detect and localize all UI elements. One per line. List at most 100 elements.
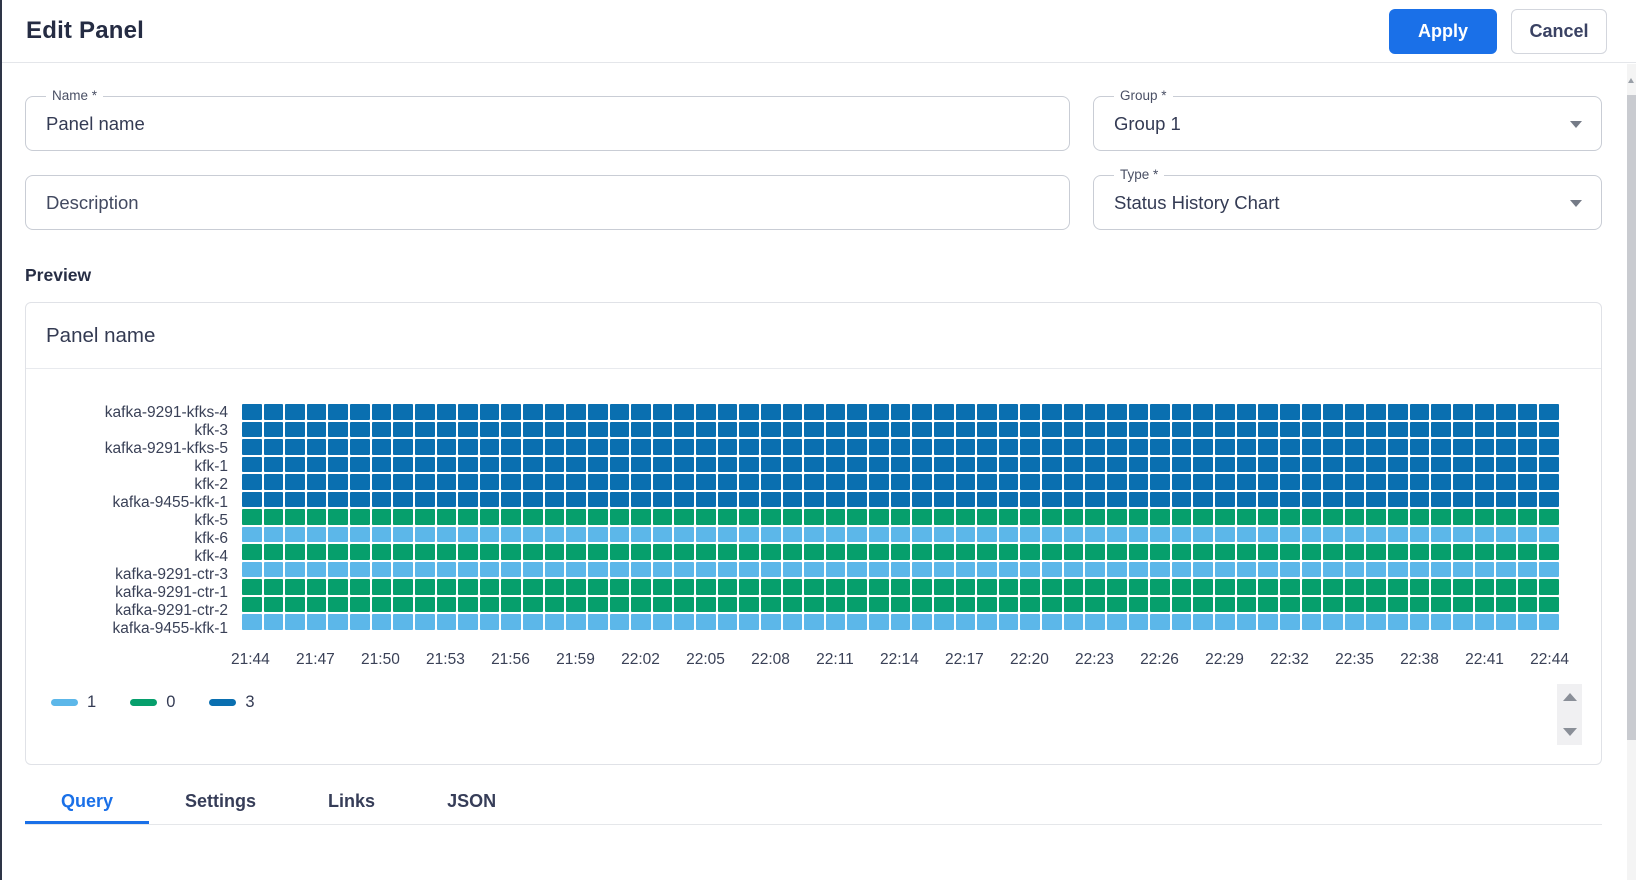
group-select[interactable]: Group * Group 1	[1093, 88, 1602, 151]
status-cell	[696, 544, 716, 560]
status-cell	[890, 474, 911, 490]
status-cell	[242, 404, 262, 420]
apply-button[interactable]: Apply	[1389, 8, 1497, 54]
scrollbar-up-icon[interactable]	[1628, 78, 1634, 83]
status-cell	[501, 509, 522, 525]
page-scrollbar[interactable]	[1627, 64, 1636, 880]
status-cell	[847, 614, 868, 630]
tab-settings[interactable]: Settings	[185, 791, 257, 811]
status-cell	[1496, 421, 1516, 438]
status-cell	[1215, 561, 1235, 578]
status-cell	[501, 526, 522, 543]
name-field: Name *	[25, 88, 1070, 151]
status-cell	[1388, 614, 1408, 630]
scroll-up-icon[interactable]	[1562, 693, 1577, 701]
status-cell	[1128, 561, 1149, 578]
status-cell	[1128, 526, 1149, 543]
status-cell	[998, 544, 1019, 560]
status-cell	[977, 491, 997, 508]
cancel-button[interactable]: Cancel	[1511, 8, 1607, 54]
group-select-value: Group 1	[1114, 113, 1181, 134]
status-cell	[328, 439, 349, 455]
status-cell	[1150, 421, 1170, 438]
status-cell	[977, 509, 997, 525]
status-cell	[263, 421, 284, 438]
status-cell	[804, 596, 824, 613]
status-cell	[609, 544, 630, 560]
status-cell	[869, 579, 889, 595]
status-cell	[1085, 474, 1105, 490]
status-cell	[285, 596, 305, 613]
status-cell	[933, 579, 954, 595]
type-select-value: Status History Chart	[1114, 192, 1280, 213]
status-cell	[501, 474, 522, 490]
tab-json[interactable]: JSON	[447, 791, 497, 811]
chart-legend: 1 0 3	[51, 693, 1601, 712]
status-cell	[1496, 526, 1516, 543]
status-cell	[1301, 596, 1322, 613]
status-cell	[393, 421, 413, 438]
status-cell	[1301, 439, 1322, 455]
status-cell	[760, 561, 781, 578]
status-cell	[760, 421, 781, 438]
status-cell	[328, 614, 349, 630]
status-cell	[1474, 491, 1495, 508]
status-cell	[1431, 474, 1451, 490]
legend-item[interactable]: 3	[209, 693, 255, 712]
status-cell	[458, 509, 478, 525]
status-cell	[1042, 596, 1062, 613]
status-cell	[1258, 579, 1278, 595]
status-cell	[436, 491, 457, 508]
status-cell	[1020, 579, 1041, 595]
status-cell	[523, 579, 543, 595]
status-cell	[1063, 439, 1084, 455]
status-cell	[739, 474, 759, 490]
status-cell	[566, 509, 586, 525]
status-cell	[1474, 544, 1495, 560]
status-cell	[1128, 509, 1149, 525]
description-input[interactable]	[26, 176, 1069, 229]
type-select[interactable]: Type * Status History Chart	[1093, 167, 1602, 230]
preview-scrollbar[interactable]	[1557, 684, 1582, 745]
status-cell	[501, 614, 522, 630]
status-cell	[933, 596, 954, 613]
tab-query[interactable]: Query	[25, 779, 149, 824]
scroll-down-icon[interactable]	[1562, 728, 1577, 736]
status-cell	[609, 421, 630, 438]
status-cell	[869, 456, 889, 473]
tab-links[interactable]: Links	[328, 791, 376, 811]
status-cell	[263, 439, 284, 455]
status-cell	[760, 456, 781, 473]
status-cell	[1020, 439, 1041, 455]
status-cell	[566, 421, 586, 438]
status-cell	[1236, 509, 1257, 525]
status-cell	[479, 456, 500, 473]
status-cell	[652, 456, 673, 473]
x-axis-label: 22:20	[1010, 651, 1049, 668]
legend-item[interactable]: 0	[130, 693, 175, 712]
status-cell	[890, 439, 911, 455]
status-cell	[1388, 404, 1408, 420]
x-axis-label: 21:59	[556, 651, 595, 668]
status-cell	[436, 404, 457, 420]
status-cell	[609, 474, 630, 490]
status-cell	[674, 491, 695, 508]
status-cell	[1279, 509, 1300, 525]
legend-item[interactable]: 1	[51, 693, 96, 712]
status-cell	[847, 421, 868, 438]
status-cell	[436, 614, 457, 630]
status-cell	[1409, 561, 1430, 578]
status-cell	[825, 544, 846, 560]
status-cell	[1150, 404, 1170, 420]
y-axis-label: kafka-9291-ctr-3	[115, 566, 228, 583]
status-cell	[1171, 439, 1192, 455]
status-cell	[739, 596, 759, 613]
status-cell	[1236, 544, 1257, 560]
status-cell	[782, 439, 803, 455]
name-input[interactable]	[26, 97, 1069, 150]
scrollbar-thumb[interactable]	[1627, 95, 1636, 740]
status-cell	[1409, 474, 1430, 490]
status-cell	[1236, 439, 1257, 455]
status-cell	[696, 404, 716, 420]
status-cell	[414, 561, 435, 578]
